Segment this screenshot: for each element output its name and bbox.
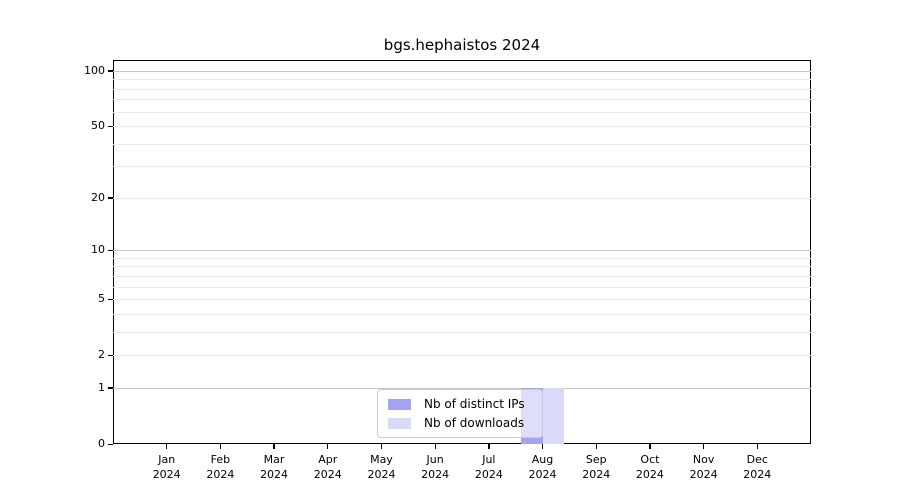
x-tick-nov (703, 444, 705, 449)
x-tick-label-mar: Mar 2024 (260, 453, 289, 481)
y-tick-0 (108, 443, 113, 445)
y-tick-label-10: 10 (91, 243, 105, 257)
gridline-minor-8 (113, 266, 811, 268)
gridline-minor-30 (113, 166, 811, 168)
y-tick-100 (108, 70, 113, 72)
legend-label-downloads: Nb of downloads (424, 416, 525, 430)
x-tick-mar (273, 444, 275, 449)
x-tick-label-sep: Sep 2024 (582, 453, 611, 481)
legend-label-distinct-ips: Nb of distinct IPs (424, 397, 525, 411)
gridline-minor-20 (113, 197, 811, 199)
x-tick-aug (541, 444, 544, 449)
x-tick-jun (434, 444, 436, 449)
x-tick-jan (166, 444, 168, 449)
y-tick-50 (108, 125, 113, 127)
x-tick-feb (219, 444, 222, 449)
legend-swatch-downloads (388, 418, 411, 429)
gridline-major-100 (113, 70, 811, 72)
legend-swatch-distinct-ips (388, 399, 411, 410)
y-tick-label-100: 100 (84, 63, 105, 77)
y-tick-5 (108, 298, 113, 300)
gridline-minor-9 (113, 257, 811, 259)
x-tick-label-may: May 2024 (367, 453, 396, 481)
gridline-minor-5 (113, 299, 811, 301)
legend-entry-distinct-ips: Nb of distinct IPs (388, 396, 534, 413)
y-tick-label-20: 20 (91, 190, 105, 204)
x-tick-label-nov: Nov 2024 (689, 453, 718, 481)
x-tick-label-dec: Dec 2024 (743, 453, 772, 481)
gridline-minor-90 (113, 79, 811, 81)
y-tick-label-5: 5 (98, 292, 105, 306)
y-tick-20 (108, 197, 113, 199)
gridline-major-1 (113, 387, 811, 389)
gridline-minor-50 (113, 126, 811, 128)
y-tick-1 (108, 387, 113, 389)
gridline-minor-70 (113, 99, 811, 101)
gridline-minor-60 (113, 111, 811, 113)
x-tick-sep (595, 444, 597, 449)
gridline-minor-3 (113, 331, 811, 333)
bar-downloads-aug (542, 387, 565, 444)
y-tick-10 (108, 249, 113, 251)
gridline-minor-4 (113, 313, 811, 315)
x-tick-apr (327, 444, 329, 449)
y-tick-label-2: 2 (98, 348, 105, 362)
gridline-minor-7 (113, 275, 811, 277)
x-tick-label-oct: Oct 2024 (635, 453, 664, 481)
x-tick-label-apr: Apr 2024 (313, 453, 342, 481)
legend: Nb of distinct IPs Nb of downloads (377, 389, 543, 438)
x-tick-label-jun: Jun 2024 (421, 453, 450, 481)
x-tick-may (380, 444, 383, 449)
gridline-minor-2 (113, 355, 811, 357)
x-tick-label-feb: Feb 2024 (206, 453, 235, 481)
x-tick-oct (649, 444, 651, 449)
y-tick-label-0: 0 (98, 437, 105, 450)
y-tick-label-50: 50 (91, 119, 105, 133)
gridline-minor-80 (113, 88, 811, 90)
y-tick-label-1: 1 (98, 380, 105, 394)
x-tick-label-jul: Jul 2024 (474, 453, 503, 481)
x-tick-dec (756, 444, 758, 449)
x-tick-jul (488, 444, 490, 449)
gridline-minor-6 (113, 286, 811, 288)
gridline-minor-40 (113, 143, 811, 145)
chart-title: bgs.hephaistos 2024 (383, 36, 541, 54)
plot-area (113, 60, 811, 444)
y-tick-2 (108, 354, 113, 356)
gridline-major-10 (113, 250, 811, 252)
x-tick-label-aug: Aug 2024 (528, 453, 557, 481)
legend-entry-downloads: Nb of downloads (388, 415, 534, 432)
x-tick-label-jan: Jan 2024 (152, 453, 181, 481)
